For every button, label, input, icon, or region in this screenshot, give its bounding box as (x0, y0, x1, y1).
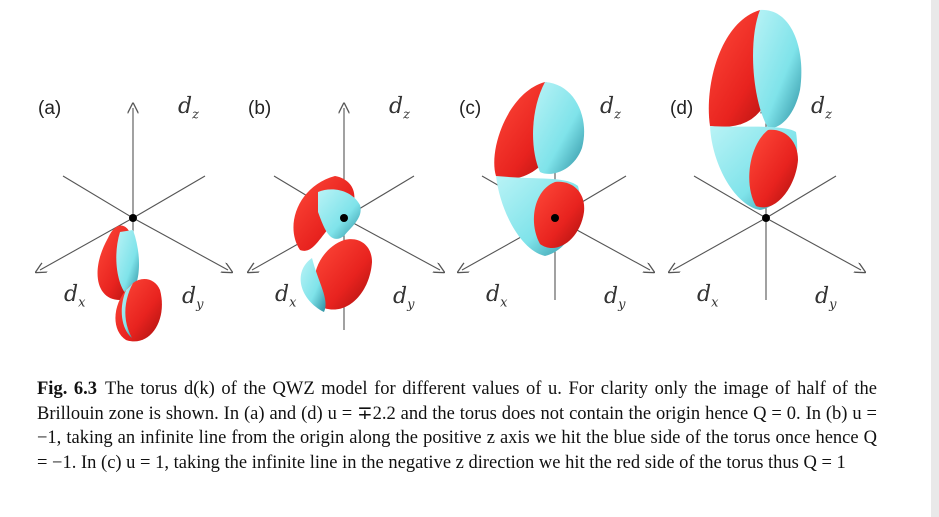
axis-label-c-dy: dy (604, 284, 626, 313)
axis-label-d-dx: dx (697, 282, 719, 311)
axis-label-c-dx: dx (486, 282, 508, 311)
panel-label-d: (d) (670, 98, 694, 119)
caption-text: The torus d(k) of the QWZ model for diff… (37, 379, 877, 473)
axis-label-d-dz: dz (811, 94, 832, 123)
panel-label-a: (a) (38, 98, 62, 119)
axis-label-a-dy: dy (182, 284, 204, 313)
page-edge (931, 0, 939, 517)
panel-c-torus (494, 82, 585, 256)
axis-label-b-dy: dy (393, 284, 415, 313)
axis-label-a-dz: dz (178, 94, 199, 123)
axis-label-c-dz: dz (600, 94, 621, 123)
axis-label-d-dy: dy (815, 284, 837, 313)
figure-caption: Fig. 6.3 The torus d(k) of the QWZ model … (37, 377, 877, 475)
panel-d-torus (708, 9, 802, 222)
caption-figure-id: Fig. 6.3 (37, 379, 98, 399)
figure: (a) (b) (c) (d) dz dx dy dz dx dy dz dx … (0, 9, 939, 342)
panel-label-b: (b) (248, 98, 272, 119)
axis-label-b-dx: dx (275, 282, 297, 311)
axis-label-b-dz: dz (389, 94, 410, 123)
figure-graphic (0, 9, 939, 342)
panel-a-torus (97, 214, 162, 342)
panel-b-torus (293, 176, 372, 312)
panel-label-c: (c) (459, 98, 482, 119)
axis-label-a-dx: dx (64, 282, 86, 311)
